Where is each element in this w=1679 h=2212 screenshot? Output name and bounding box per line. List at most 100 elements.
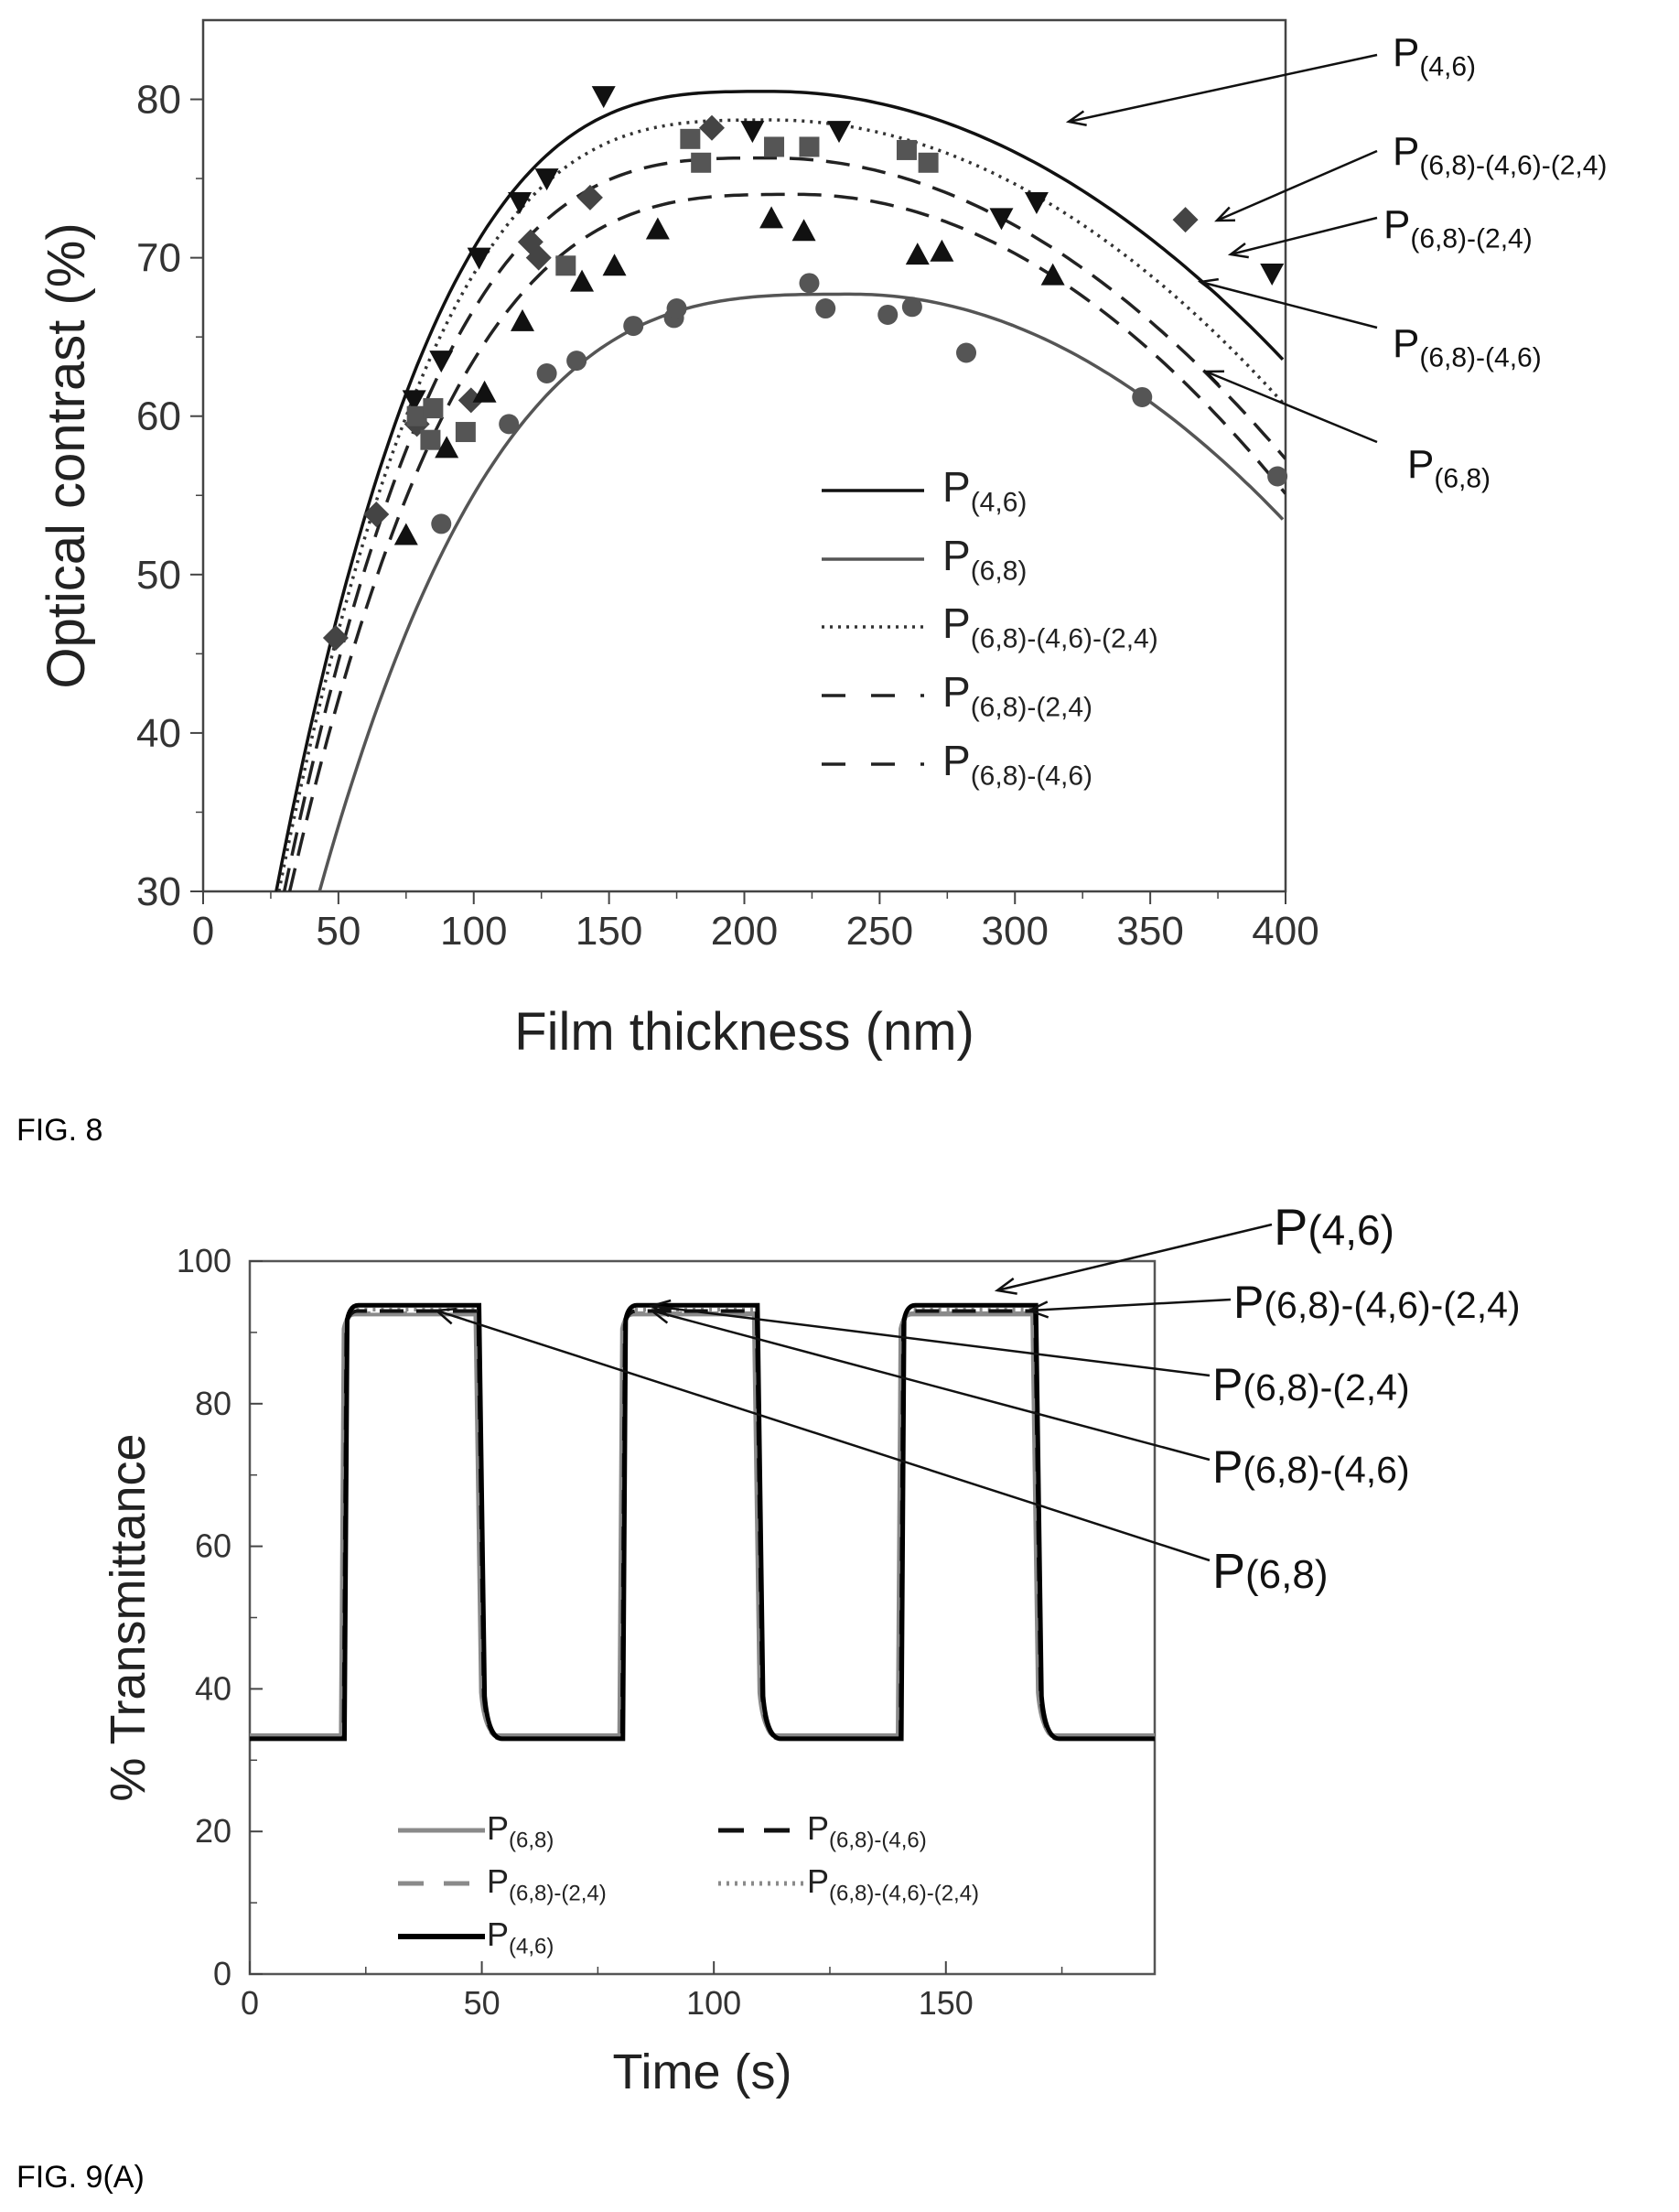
data-point-p-6-8-4-6: [570, 269, 595, 292]
fig9a-legend: P(6,8) P(6,8)-(4,6)P(6,8)-(2,4) P(6,8)-(4,…: [398, 1809, 979, 1958]
data-point-p-6-8-4-6: [510, 308, 534, 331]
legend-label-p-6-8-4-6-2-4-main: P: [807, 1862, 829, 1900]
y-tick-label: 100: [177, 1242, 231, 1279]
callout-arrow-head: [1026, 1300, 1049, 1319]
legend-label-p-6-8-4-6-main: P: [942, 737, 971, 784]
legend-label-p-4-6: P(4,6): [487, 1915, 554, 1958]
data-point-p-6-8: [956, 342, 977, 363]
data-point-p-6-8-4-6: [435, 436, 459, 459]
callout-label-p-6-8-4-6-main: P: [1393, 321, 1419, 366]
y-tick-label: 40: [195, 1669, 231, 1707]
callout-arrow-line: [1205, 370, 1378, 444]
callout-arrow-head: [648, 1306, 672, 1324]
callout-label-p-4-6-main: P: [1393, 30, 1419, 75]
legend-label-p-6-8-2-4-main: P: [942, 668, 971, 716]
legend-label-p-6-8-sub: (6,8): [509, 1828, 554, 1852]
data-point-p-6-8: [815, 298, 836, 319]
data-point-p-6-8: [666, 298, 687, 319]
x-tick-label: 50: [316, 909, 361, 954]
x-tick-label: 100: [440, 909, 507, 954]
trace-p-6-8-4-6-2-4: [250, 1307, 1155, 1741]
data-point-p-6-8-4-6: [645, 217, 670, 240]
callout-label-p-6-8-2-4-main: P: [1383, 202, 1410, 247]
legend-label-p-6-8-4-6-2-4: P(6,8)-(4,6)-(2,4): [942, 599, 1158, 654]
fig8-legend: P(4,6)P(6,8)P(6,8)-(4,6)-(2,4)P(6,8)-(2,…: [822, 463, 1158, 792]
data-point-p-6-8: [1132, 386, 1153, 407]
data-point-p-6-8: [901, 297, 922, 318]
legend-label-p-6-8-4-6-2-4-sub: (6,8)-(4,6)-(2,4): [971, 624, 1158, 654]
fit-curve-p-6-8-2-4: [282, 156, 1286, 891]
y-tick-label: 80: [136, 78, 181, 123]
trace-p-6-8-2-4: [250, 1311, 1155, 1740]
callout-arrow-head: [1203, 370, 1225, 386]
callout-label-p-4-6-sub: (4,6): [1419, 52, 1476, 82]
fig8-fit-curves: [274, 90, 1286, 891]
fit-curve-p-6-8-4-6-2-4: [277, 118, 1286, 891]
data-point-p-6-8-4-6: [791, 219, 816, 242]
callout-sub: (6,8)-(2,4): [1243, 1366, 1409, 1408]
callout-label-p-6-8-main: P: [1407, 442, 1434, 487]
data-point-p-6-8-2-4: [918, 152, 939, 173]
callout-arrow-head: [1214, 206, 1236, 222]
callout-arrow-head: [433, 1307, 457, 1325]
data-point-p-4-6: [591, 86, 616, 109]
y-tick-label: 0: [213, 1955, 231, 1992]
callout-arrow-line: [1200, 280, 1378, 329]
callout-label-p-4-6: P(4,6): [1393, 30, 1476, 82]
legend-label-p-6-8-2-4: P(6,8)-(2,4): [487, 1862, 607, 1905]
chart-fig8-optical-contrast: 0 50 100 150 200 250 300 350 400 30 40 50 60 70 80 Film…: [37, 18, 1607, 1062]
data-point-p-6-8: [877, 304, 899, 325]
legend-label-p-6-8-4-6-2-4-main: P: [942, 599, 971, 647]
callout-label-p-6-8-4-6-2-4-sub: (6,8)-(4,6)-(2,4): [1419, 151, 1607, 181]
data-point-p-4-6: [827, 121, 852, 144]
callout-label-p-6-8: P(6,8): [1407, 442, 1491, 494]
y-tick-label: 30: [136, 869, 181, 914]
data-point-p-6-8-4-6: [905, 243, 930, 265]
callout-sub: (6,8): [1245, 1552, 1328, 1597]
data-point-p-6-8-4-6: [930, 239, 954, 262]
data-point-p-6-8: [1267, 466, 1288, 487]
data-point-p-6-8: [499, 414, 520, 435]
data-point-p-6-8-2-4: [420, 429, 441, 450]
callout-arrow-line: [1028, 1298, 1232, 1312]
y-tick-label: 70: [136, 236, 181, 281]
data-point-p-6-8: [799, 273, 820, 294]
legend-label-p-6-8-4-6-sub: (6,8)-(4,6): [829, 1828, 927, 1852]
fig8-data-points: [322, 86, 1288, 652]
data-point-p-6-8-4-6: [759, 206, 784, 229]
fit-curve-p-4-6: [274, 90, 1285, 891]
callout-arrow-line: [996, 1223, 1273, 1292]
data-point-p-6-8: [566, 351, 587, 372]
data-point-p-4-6: [402, 390, 426, 413]
callout-label-p-6-8-sub: (6,8): [1434, 464, 1491, 494]
data-point-p-6-8-2-4: [406, 405, 427, 426]
callout-arrow-line: [651, 1309, 1211, 1462]
data-point-p-6-8-2-4: [896, 139, 917, 160]
x-tick-label: 250: [846, 909, 913, 954]
legend-label-p-4-6: P(4,6): [942, 463, 1027, 518]
legend-label-p-6-8-2-4-sub: (6,8)-(2,4): [509, 1881, 607, 1905]
legend-label-p-6-8-main: P: [942, 532, 971, 579]
data-point-p-4-6: [740, 121, 765, 144]
legend-label-p-6-8-sub: (6,8): [971, 556, 1028, 587]
data-point-p-6-8-2-4: [764, 136, 785, 157]
data-point-p-6-8-4-6: [602, 254, 627, 276]
legend-label-p-4-6-main: P: [487, 1915, 509, 1953]
figure-caption-fig9a: FIG. 9(A): [16, 2160, 145, 2195]
fig8-callouts: P(4,6)P(6,8)-(4,6)-(2,4)P(6,8)-(2,4)P(6,…: [1065, 30, 1607, 494]
callout-arrow-line: [436, 1309, 1211, 1562]
trace-p-6-8-4-6: [250, 1309, 1155, 1741]
x-tick-label: 400: [1252, 909, 1318, 954]
legend-label-p-6-8-4-6-main: P: [807, 1809, 829, 1847]
data-point-p-4-6: [508, 192, 533, 215]
x-axis-title: Time (s): [613, 2045, 792, 2099]
fig9a-plot-frame: [248, 1259, 1157, 1976]
data-point-p-6-8: [623, 316, 644, 337]
callout-label-p-4-6: P(4,6): [1274, 1198, 1394, 1256]
fit-curve-p-6-8: [318, 292, 1285, 891]
data-point-p-6-8: [536, 362, 557, 383]
y-tick-label: 60: [195, 1527, 231, 1565]
y-tick-label: 80: [195, 1385, 231, 1422]
callout-sub: (4,6): [1308, 1206, 1394, 1254]
